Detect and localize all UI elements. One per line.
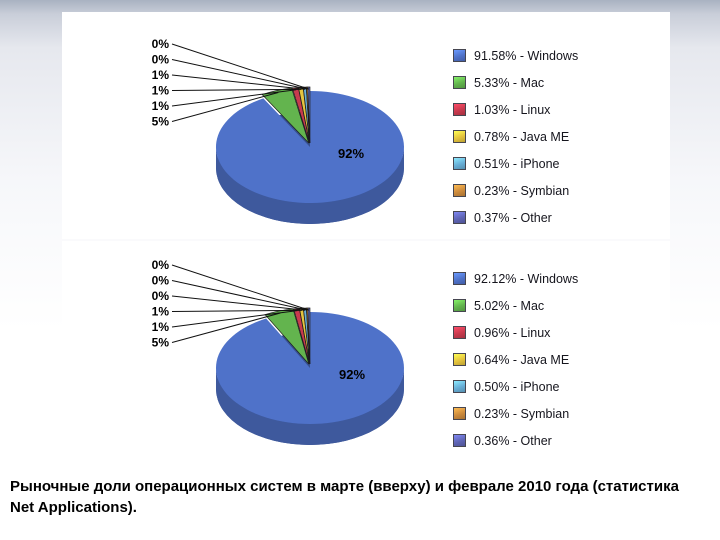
callout-line (171, 312, 281, 343)
legend-label: 0.51% - iPhone (474, 156, 560, 171)
legend-item-symbian: 0.23% - Symbian (453, 177, 578, 204)
legend-march: 91.58% - Windows 5.33% - Mac 1.03% - Linux… (453, 42, 578, 231)
callout-line (171, 43, 310, 90)
legend-label: 0.50% - iPhone (474, 379, 560, 394)
legend-swatch (453, 49, 466, 62)
legend-swatch (453, 380, 466, 393)
legend-item-iphone: 0.50% - iPhone (453, 373, 578, 400)
pie-side (216, 368, 404, 445)
callout-label: 5% (152, 336, 170, 350)
legend-label: 0.64% - Java ME (474, 352, 570, 367)
caption: Рыночные доли операционных систем в март… (10, 478, 679, 516)
legend-item-windows: 91.58% - Windows (453, 42, 578, 69)
legend-label: 5.33% - Mac (474, 75, 545, 90)
callout-label: 0% (152, 289, 170, 303)
legend-item-windows: 92.12% - Windows (453, 265, 578, 292)
pie-chart-march: 0%0%1%1%1%5%92% (152, 37, 404, 224)
callout-label: 0% (152, 258, 170, 272)
pie-slice-other (307, 307, 311, 365)
callout-label: 0% (152, 53, 170, 67)
callout-label: 0% (152, 37, 170, 51)
callout-line (171, 74, 306, 90)
callout-label: 1% (152, 99, 170, 113)
pie-slice-windows (215, 312, 404, 424)
legend-item-java-me: 0.64% - Java ME (453, 346, 578, 373)
chart-panel-march: 0% 0% 1% 1% 1% 5% 92% 91.58% - Windows 5.33% - … (62, 12, 670, 239)
legend-swatch (453, 353, 466, 366)
callout-line (171, 59, 308, 90)
pie-slice-windows (215, 91, 404, 203)
legend-swatch (453, 299, 466, 312)
legend-label: 1.03% - Linux (474, 102, 551, 117)
legend-swatch (453, 76, 466, 89)
legend-february: 92.12% - Windows 5.02% - Mac 0.96% - Linux… (453, 265, 578, 454)
legend-item-mac: 5.33% - Mac (453, 69, 578, 96)
legend-item-mac: 5.02% - Mac (453, 292, 578, 319)
legend-item-other: 0.36% - Other (453, 427, 578, 454)
legend-label: 91.58% - Windows (474, 48, 579, 63)
callout-line (171, 88, 302, 91)
legend-swatch (453, 103, 466, 116)
callout-line (171, 295, 306, 311)
callout-label: 5% (152, 115, 170, 129)
callout-label: 0% (152, 274, 170, 288)
callout-label: 1% (152, 84, 170, 98)
legend-swatch (453, 184, 466, 197)
callout-line (171, 310, 298, 328)
callout-label: 1% (152, 305, 170, 319)
callout-line (171, 280, 308, 311)
legend-swatch (453, 211, 466, 224)
legend-swatch (453, 434, 466, 447)
legend-item-java-me: 0.78% - Java ME (453, 123, 578, 150)
legend-item-linux: 1.03% - Linux (453, 96, 578, 123)
legend-label: 92.12% - Windows (474, 271, 579, 286)
legend-item-iphone: 0.51% - iPhone (453, 150, 578, 177)
callout-line (171, 89, 297, 107)
callout-label: 1% (152, 320, 170, 334)
legend-swatch (453, 272, 466, 285)
legend-label: 0.36% - Other (474, 433, 552, 448)
legend-swatch (453, 157, 466, 170)
pie-chart-february: 0%0%0%1%1%5%92% (152, 258, 404, 445)
legend-item-linux: 0.96% - Linux (453, 319, 578, 346)
legend-label: 0.23% - Symbian (474, 183, 570, 198)
legend-label: 5.02% - Mac (474, 298, 545, 313)
big-slice-label: 92% (338, 146, 364, 161)
callout-line (171, 264, 310, 311)
big-slice-label: 92% (339, 367, 365, 382)
legend-label: 0.96% - Linux (474, 325, 551, 340)
chart-panel-february: 0% 0% 0% 1% 1% 5% 92% 92.12% - Windows 5.02% - … (62, 241, 670, 462)
callout-line (171, 309, 302, 312)
legend-label: 0.23% - Symbian (474, 406, 570, 421)
legend-swatch (453, 326, 466, 339)
legend-label: 0.37% - Other (474, 210, 552, 225)
legend-swatch (453, 407, 466, 420)
pie-slice-other (307, 86, 311, 144)
callout-line (171, 91, 279, 122)
legend-item-symbian: 0.23% - Symbian (453, 400, 578, 427)
legend-swatch (453, 130, 466, 143)
pie-side (216, 147, 404, 224)
legend-label: 0.78% - Java ME (474, 129, 570, 144)
legend-item-other: 0.37% - Other (453, 204, 578, 231)
callout-label: 1% (152, 68, 170, 82)
